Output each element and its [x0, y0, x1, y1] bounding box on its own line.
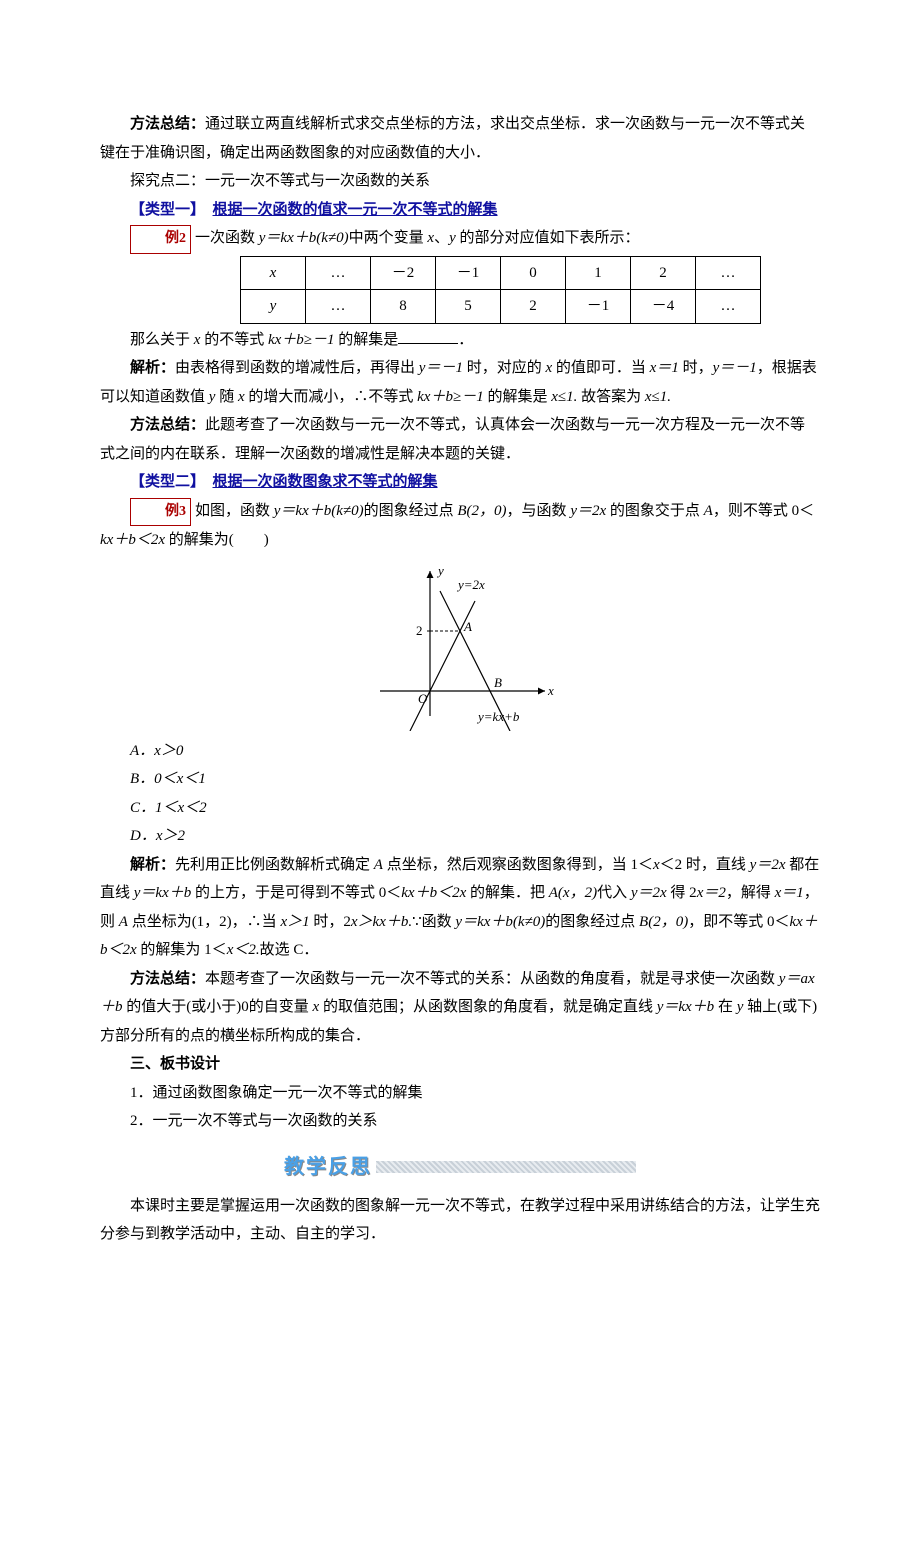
board-item-1: 1．通过函数图象确定一元一次不等式的解集: [100, 1079, 820, 1108]
example-3-label: 例3: [130, 498, 191, 527]
svg-text:y=2x: y=2x: [456, 577, 485, 592]
option-b: B．0＜x＜1: [100, 765, 820, 794]
board-item-2: 2．一元一次不等式与一次函数的关系: [100, 1107, 820, 1136]
svg-text:y: y: [436, 563, 444, 578]
method-label: 方法总结：: [130, 116, 205, 132]
type-2-heading: 【类型二】 根据一次函数图象求不等式的解集: [100, 468, 820, 497]
method-summary-3: 方法总结：本题考查了一次函数与一元一次不等式的关系：从函数的角度看，就是寻求使一…: [100, 965, 820, 1051]
graph-figure: y x O 2 A B y=2x y=kx+b: [360, 561, 560, 731]
svg-text:2: 2: [416, 623, 423, 638]
table-row: y … 8 5 2 －1 －4 …: [241, 290, 761, 324]
method-summary-1: 方法总结：通过联立两直线解析式求交点坐标的方法，求出交点坐标．求一次函数与一元一…: [100, 110, 820, 167]
banner-stripe-icon: [376, 1161, 636, 1173]
answer-blank: [398, 328, 458, 344]
option-d: D．x＞2: [100, 822, 820, 851]
svg-text:A: A: [463, 619, 472, 634]
reflection-banner: 教学反思: [100, 1148, 820, 1186]
type-1-heading: 【类型一】 根据一次函数的值求一元一次不等式的解集: [100, 196, 820, 225]
option-c: C．1＜x＜2: [100, 794, 820, 823]
option-a: A．x＞0: [100, 737, 820, 766]
example-2: 例2一次函数 y＝kx＋b(k≠0)中两个变量 x、y 的部分对应值如下表所示：: [100, 224, 820, 254]
reflection-title: 教学反思: [284, 1148, 372, 1186]
table-row: x … －2 －1 0 1 2 …: [241, 256, 761, 290]
svg-text:B: B: [494, 675, 502, 690]
method-summary-2: 方法总结：此题考查了一次函数与一元一次不等式，认真体会一次函数与一元一次方程及一…: [100, 411, 820, 468]
svg-text:y=kx+b: y=kx+b: [476, 709, 520, 724]
board-design-heading: 三、板书设计: [100, 1050, 820, 1079]
analysis-3: 解析：先利用正比例函数解析式确定 A 点坐标，然后观察函数图象得到，当 1＜x＜…: [100, 851, 820, 965]
example-3: 例3如图，函数 y＝kx＋b(k≠0)的图象经过点 B(2，0)，与函数 y＝2…: [100, 497, 820, 555]
xy-table: x … －2 －1 0 1 2 … y … 8 5 2 －1 －4 …: [240, 256, 761, 324]
question-blank: 那么关于 x 的不等式 kx＋b≥－1 的解集是．: [100, 326, 820, 355]
svg-text:x: x: [547, 683, 554, 698]
example-2-label: 例2: [130, 225, 191, 254]
analysis-2: 解析：由表格得到函数的增减性后，再得出 y＝－1 时，对应的 x 的值即可．当 …: [100, 354, 820, 411]
svg-text:O: O: [418, 691, 428, 706]
explore-point-2: 探究点二：一元一次不等式与一次函数的关系: [100, 167, 820, 196]
reflection-body: 本课时主要是掌握运用一次函数的图象解一元一次不等式，在教学过程中采用讲练结合的方…: [100, 1192, 820, 1249]
